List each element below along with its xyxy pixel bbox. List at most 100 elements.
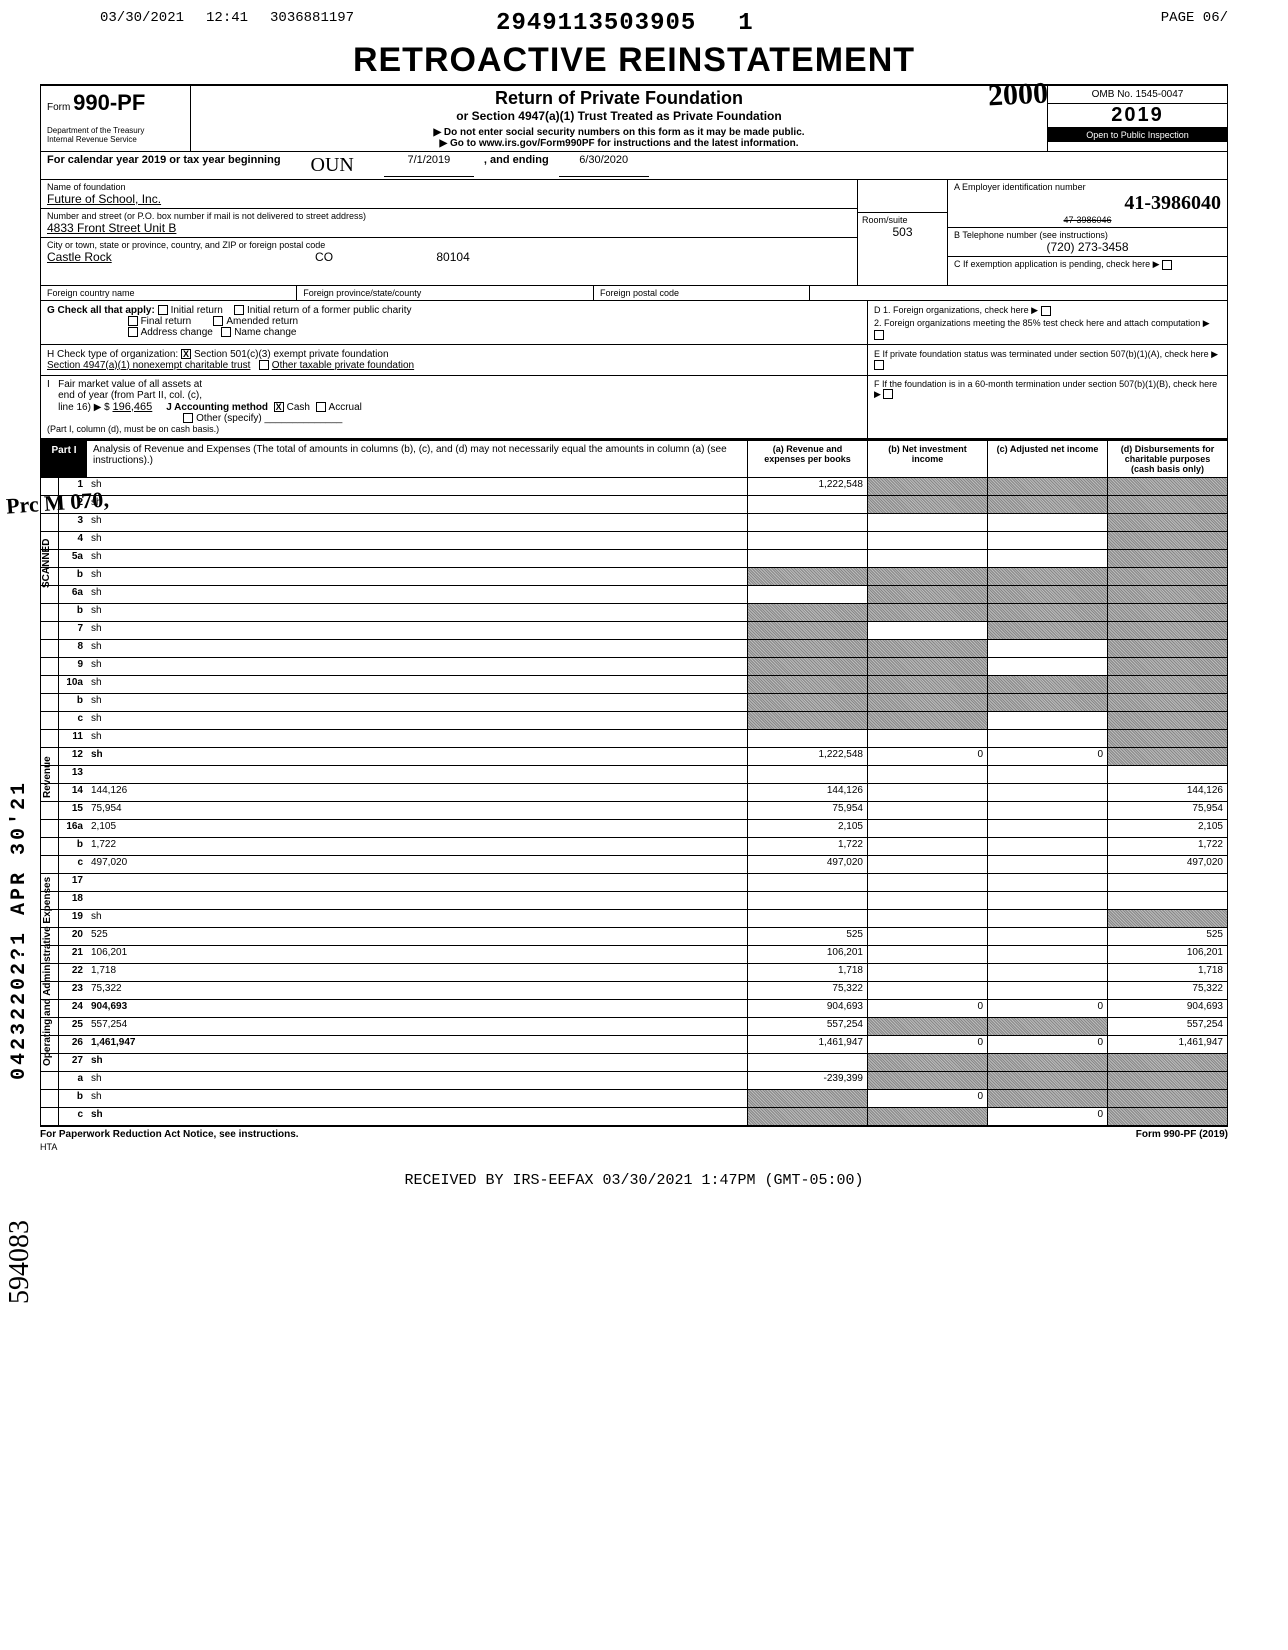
cell-c [987, 550, 1107, 567]
row-desc: 497,020 [87, 856, 747, 873]
col-b: (b) Net investment income [867, 441, 987, 477]
public-inspection: Open to Public Inspection [1048, 128, 1227, 142]
cell-b [867, 766, 987, 783]
col-c: (c) Adjusted net income [987, 441, 1107, 477]
cell-d [1107, 730, 1227, 747]
cell-b [867, 496, 987, 513]
e-cb[interactable] [874, 360, 884, 370]
cell-d: 106,201 [1107, 946, 1227, 963]
cell-b [867, 946, 987, 963]
cell-a: 904,693 [747, 1000, 867, 1017]
cell-d [1107, 658, 1227, 675]
cell-b: 0 [867, 748, 987, 765]
g-opt-0: Initial return [171, 305, 223, 316]
cell-d: 1,461,947 [1107, 1036, 1227, 1053]
part1-row: 9sh [41, 658, 1227, 676]
cell-b [867, 730, 987, 747]
hand-year: 2000 [987, 76, 1049, 113]
cal-label: For calendar year 2019 or tax year begin… [47, 154, 281, 177]
cell-d [1107, 1072, 1227, 1089]
cell-b [867, 910, 987, 927]
part1-row: bsh [41, 694, 1227, 712]
cell-a [747, 694, 867, 711]
g-former[interactable] [234, 305, 244, 315]
part1-row: 14144,126144,126144,126 [41, 784, 1227, 802]
cell-a [747, 532, 867, 549]
part1-row: 25557,254557,254557,254 [41, 1018, 1227, 1036]
row-desc: sh [87, 748, 747, 765]
row-num: 3 [59, 514, 87, 531]
cell-d [1107, 622, 1227, 639]
cell-c [987, 514, 1107, 531]
g-addrchg[interactable] [128, 327, 138, 337]
g-amended[interactable] [213, 316, 223, 326]
part1-row: 24904,693904,69300904,693 [41, 1000, 1227, 1018]
f-cb[interactable] [883, 389, 893, 399]
part1-row: Revenuebsh [41, 568, 1227, 586]
cell-a [747, 622, 867, 639]
cell-d [1107, 604, 1227, 621]
cell-d [1107, 1090, 1227, 1107]
ssn-warning: Do not enter social security numbers on … [444, 127, 805, 138]
cell-c [987, 622, 1107, 639]
cell-c [987, 1090, 1107, 1107]
row-desc: sh [87, 730, 747, 747]
j-other[interactable] [183, 413, 193, 423]
row-num: 24 [59, 1000, 87, 1017]
h-opt-3: Other taxable private foundation [272, 360, 414, 371]
row-num: 8 [59, 640, 87, 657]
h-opt-2: Section 4947(a)(1) nonexempt charitable … [47, 360, 250, 371]
paperwork-notice: For Paperwork Reduction Act Notice, see … [40, 1129, 299, 1140]
part1-row: b1,7221,7221,722 [41, 838, 1227, 856]
d2-cb[interactable] [874, 330, 884, 340]
part1-row: 4sh [41, 532, 1227, 550]
cell-c [987, 640, 1107, 657]
part-1-table: Part I Analysis of Revenue and Expenses … [40, 439, 1228, 1127]
row-desc: sh [87, 694, 747, 711]
part1-row: 7sh [41, 622, 1227, 640]
cell-c [987, 532, 1107, 549]
cell-c [987, 910, 1107, 927]
h-other[interactable] [259, 360, 269, 370]
j-accrual[interactable] [316, 402, 326, 412]
cal-mid: , and ending [484, 154, 549, 177]
cell-a [747, 604, 867, 621]
cell-d [1107, 766, 1227, 783]
row-num: 14 [59, 784, 87, 801]
cell-d: 75,954 [1107, 802, 1227, 819]
cell-d [1107, 1054, 1227, 1071]
g-namechg[interactable] [221, 327, 231, 337]
part1-row: 2375,32275,32275,322 [41, 982, 1227, 1000]
cell-b: 0 [867, 1090, 987, 1107]
part1-row: 6ash [41, 586, 1227, 604]
row-num: 16a [59, 820, 87, 837]
id-section: Name of foundation Future of School, Inc… [40, 180, 1228, 286]
cell-d [1107, 910, 1227, 927]
row-num: 4 [59, 532, 87, 549]
g-final[interactable] [128, 316, 138, 326]
cell-b [867, 802, 987, 819]
row-desc [87, 892, 747, 909]
row-desc: sh [87, 496, 747, 513]
cell-a: 1,461,947 [747, 1036, 867, 1053]
cell-d [1107, 568, 1227, 585]
hta: HTA [40, 1142, 1228, 1152]
d1-cb[interactable] [1041, 306, 1051, 316]
calendar-year-row: For calendar year 2019 or tax year begin… [40, 152, 1228, 180]
cell-c [987, 766, 1107, 783]
cell-c [987, 1018, 1107, 1035]
cell-a: 1,722 [747, 838, 867, 855]
cell-b [867, 1108, 987, 1125]
row-desc: 75,954 [87, 802, 747, 819]
h-501c3[interactable]: X [181, 349, 191, 359]
j-cash[interactable]: X [274, 402, 284, 412]
c-checkbox[interactable] [1162, 260, 1172, 270]
form-prefix: Form [47, 102, 70, 113]
row-desc [87, 766, 747, 783]
g-initial[interactable] [158, 305, 168, 315]
hand-number: 594083 [4, 1220, 36, 1304]
row-num: b [59, 838, 87, 855]
row-desc: sh [87, 640, 747, 657]
part1-row: 221,7181,7181,718 [41, 964, 1227, 982]
cell-a [747, 712, 867, 729]
